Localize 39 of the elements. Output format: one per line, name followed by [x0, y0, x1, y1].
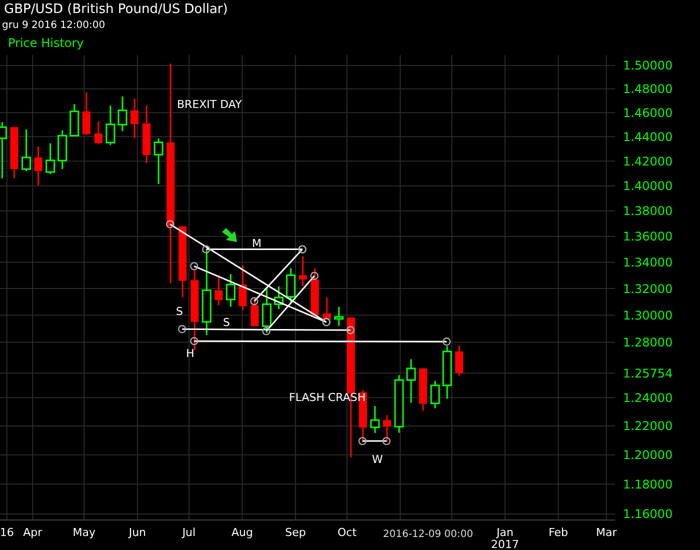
annotation: H [186, 347, 194, 360]
y-tick-label: 1.48000 [623, 82, 673, 96]
annotation: BREXIT DAY [177, 98, 242, 111]
y-tick-label: 1.24000 [623, 390, 673, 405]
y-tick-label: 1.40000 [623, 179, 673, 194]
annotation: S [223, 316, 230, 329]
x-tick-label: Apr [23, 526, 43, 539]
x-tick-label: Jun [128, 526, 146, 539]
annotation: M [252, 237, 262, 250]
y-tick-label: 1.38000 [623, 204, 673, 218]
y-tick-label: 1.44000 [623, 130, 673, 144]
y-tick-label: 1.18000 [623, 477, 673, 492]
x-tick-label: 16 [0, 526, 14, 539]
text: Price History [8, 36, 84, 50]
x-tick-label: Jan 2017 [491, 526, 520, 550]
x-tick-label: Mar [596, 526, 618, 539]
annotation: S [176, 305, 183, 318]
y-tick-label: 1.25754 [623, 366, 673, 380]
text: 2016-12-09 00:00 [383, 529, 474, 540]
y-tick-label: 1.36000 [623, 230, 673, 244]
chart-subtitle: gru 9 2016 12:00:00 [2, 20, 106, 31]
y-tick-label: 1.30000 [623, 308, 673, 322]
x-tick-label: Jul [181, 526, 196, 539]
y-tick-label: 1.42000 [623, 154, 673, 168]
y-tick-label: 1.34000 [623, 256, 673, 270]
y-tick-label: 1.32000 [623, 282, 673, 296]
chart-title: GBP/USD (British Pound/US Dollar) [4, 2, 228, 17]
y-tick-label: 1.20000 [623, 448, 673, 462]
x-tick-label: May [72, 526, 96, 539]
x-tick-label: Sep [285, 526, 306, 539]
annotation: W [372, 453, 383, 466]
y-tick-label: 1.22000 [623, 419, 673, 434]
x-tick-label: Feb [548, 526, 568, 539]
y-tick-label: 1.50000 [623, 58, 673, 73]
y-tick-label: 1.16000 [623, 507, 673, 522]
x-tick-label: Aug [231, 526, 253, 539]
x-tick-label: Oct [337, 526, 358, 539]
y-tick-label: 1.28000 [623, 335, 673, 350]
y-tick-label: 1.46000 [623, 106, 673, 120]
